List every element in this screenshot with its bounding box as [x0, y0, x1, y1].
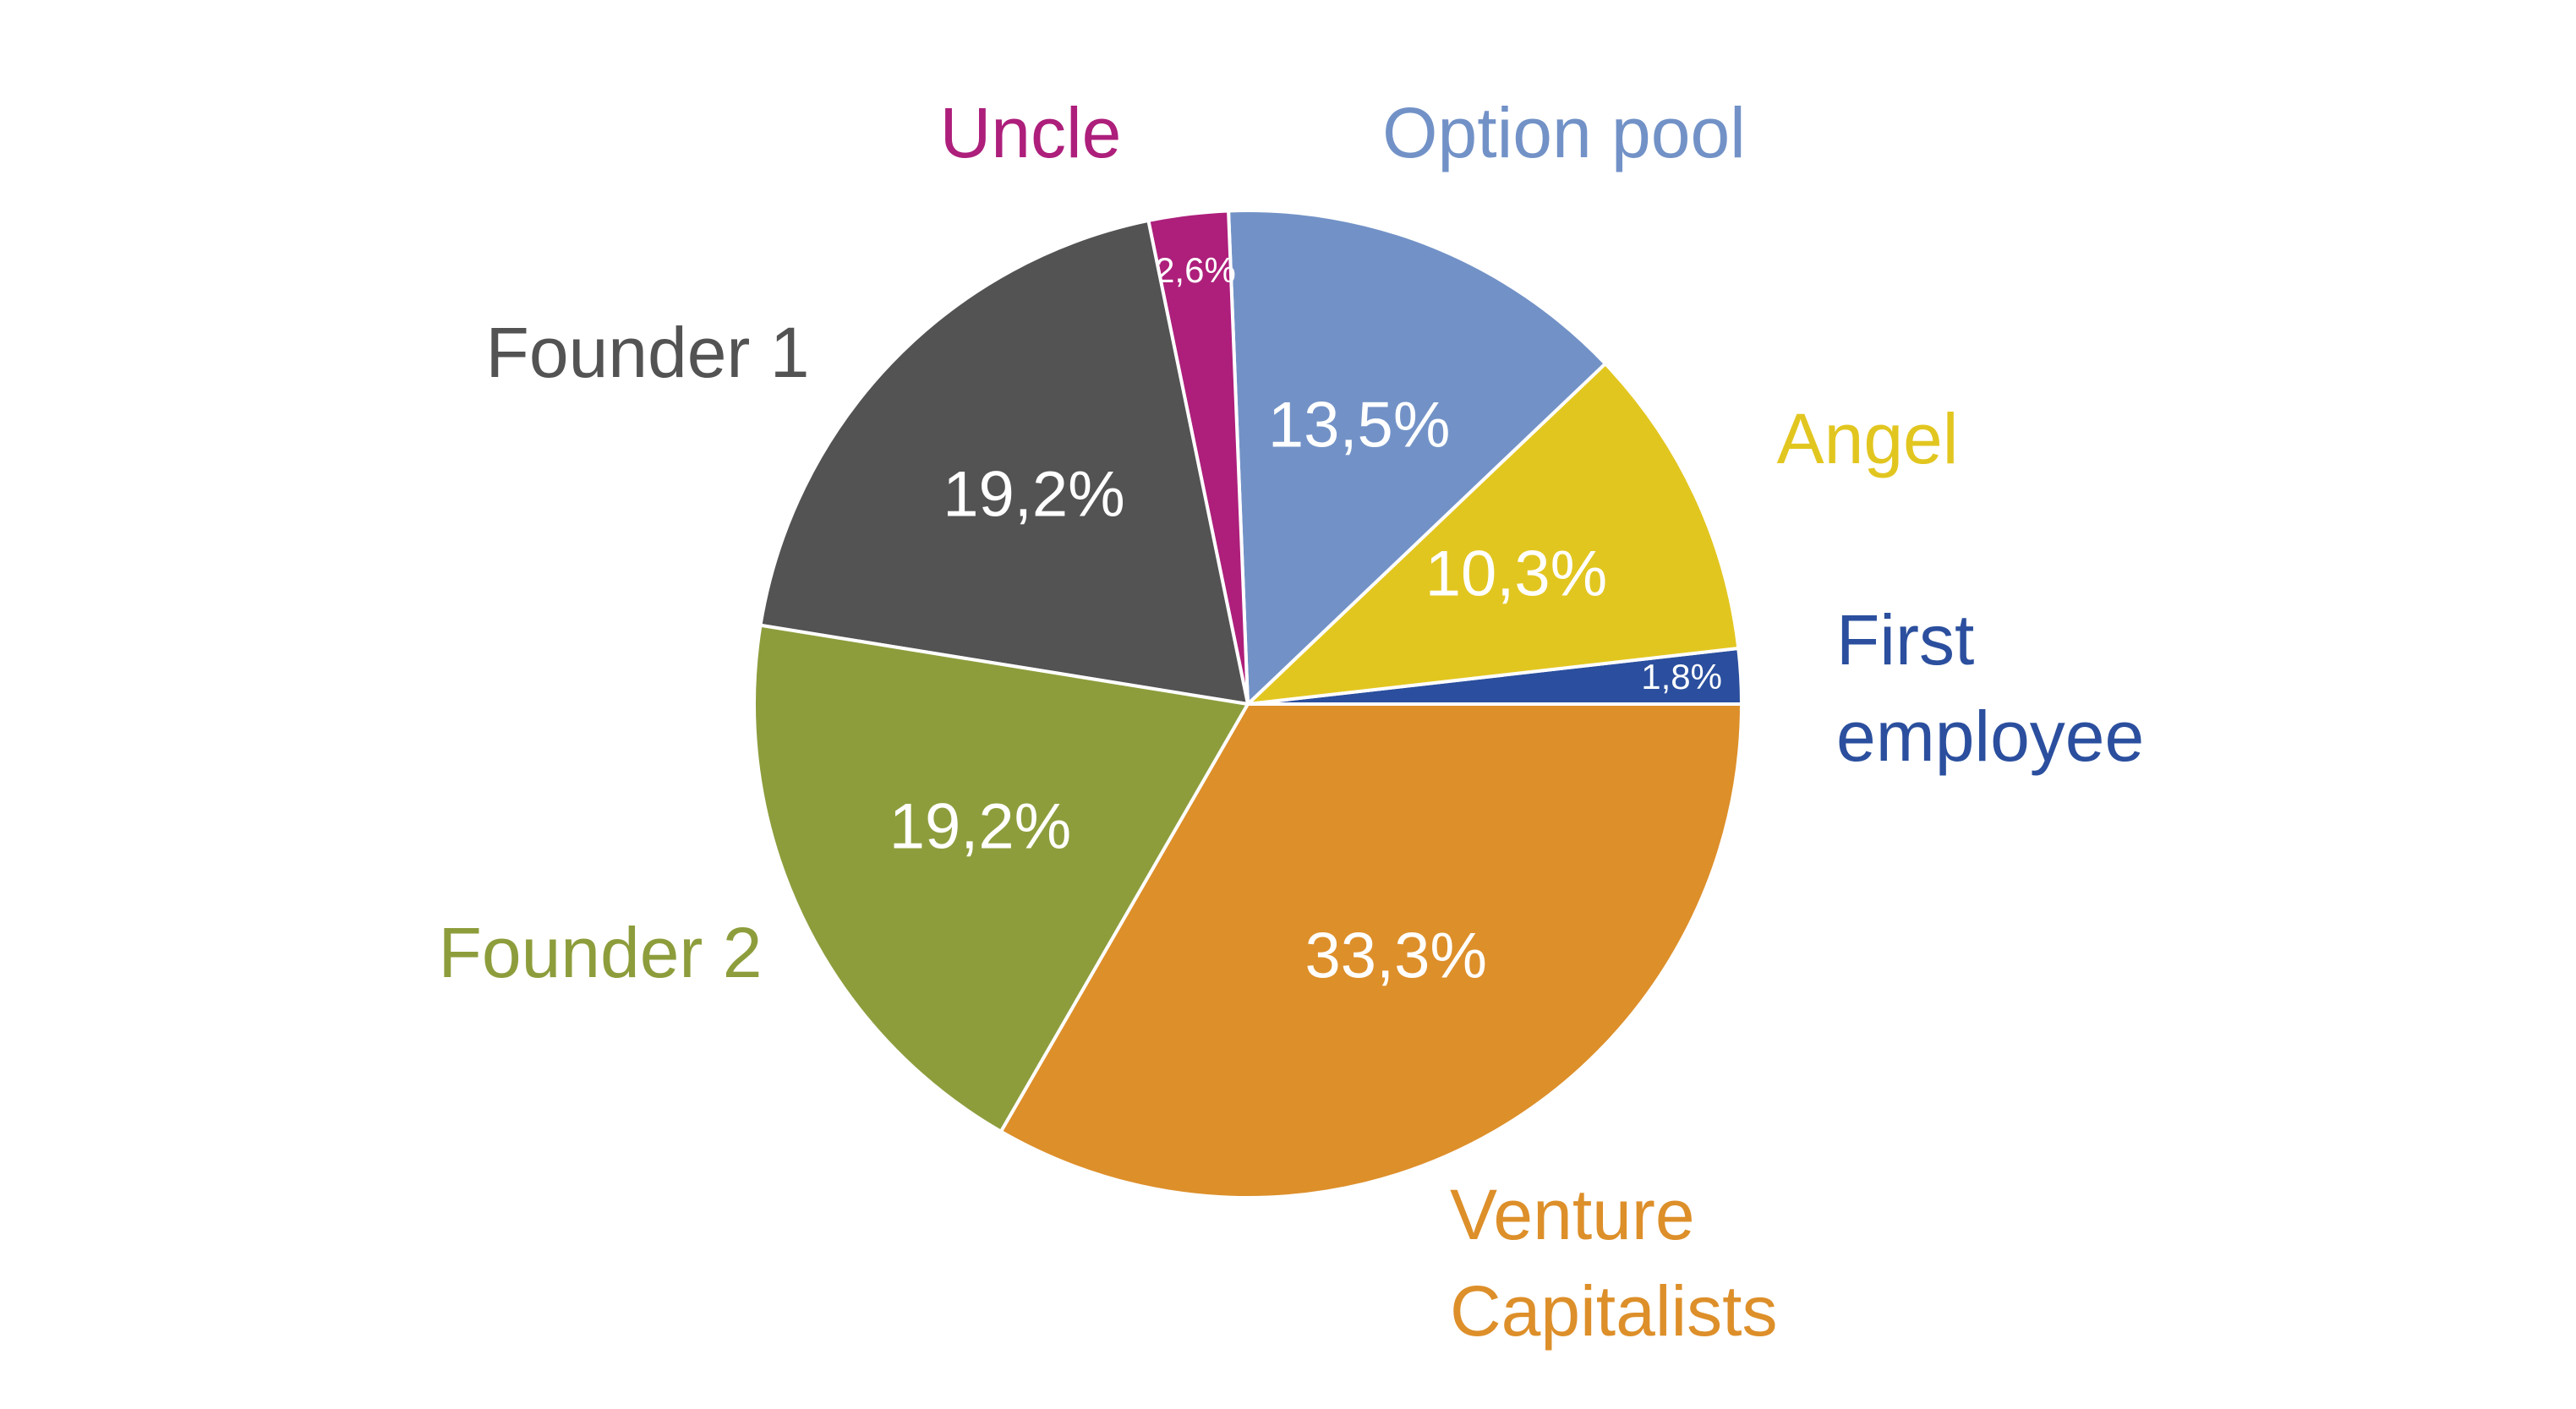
value-label: 10,3%: [1425, 538, 1608, 610]
value-label: 33,3%: [1304, 920, 1487, 992]
category-label: Option pool: [1382, 93, 1746, 172]
value-label: 2,6%: [1155, 250, 1236, 290]
pie-slice: [752, 623, 1251, 1134]
category-label: Uncle: [939, 93, 1122, 172]
value-label: 1,8%: [1641, 657, 1722, 696]
category-label: Venture Capitalists: [1450, 1175, 1778, 1351]
category-label: Founder 2: [438, 913, 763, 992]
pie-slice: [1243, 361, 1741, 707]
category-label: Founder 1: [485, 313, 810, 392]
value-label: 13,5%: [1268, 389, 1451, 461]
category-label: First employee: [1836, 600, 2145, 776]
pie-slice: [1226, 209, 1608, 708]
category-label: Angel: [1776, 399, 1959, 478]
value-label: 19,2%: [889, 790, 1072, 862]
pie-slice: [758, 218, 1250, 707]
value-label: 19,2%: [943, 459, 1125, 531]
pie-slice: [998, 702, 1744, 1199]
